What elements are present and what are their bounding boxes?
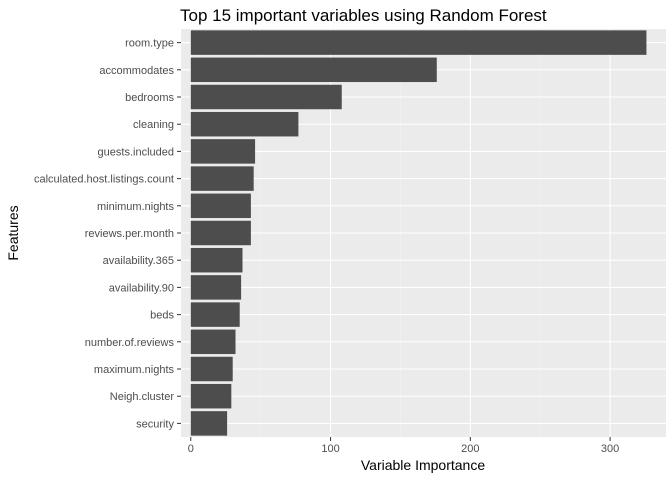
bar <box>190 166 254 191</box>
y-tick-label: accommodates <box>99 65 174 77</box>
y-tick-label: minimum.nights <box>97 201 175 213</box>
bar <box>190 193 251 219</box>
x-axis-title: Variable Importance <box>361 457 485 473</box>
bar <box>190 411 228 436</box>
bar <box>190 220 251 246</box>
y-tick-label: maximum.nights <box>94 364 175 376</box>
y-tick-label: bedrooms <box>125 92 174 104</box>
y-tick-label: calculated.host.listings.count <box>34 174 174 186</box>
bar <box>190 30 647 55</box>
y-tick-label: room.type <box>125 38 174 50</box>
y-tick-label: availability.365 <box>103 255 174 267</box>
chart-title: Top 15 important variables using Random … <box>180 6 547 25</box>
x-axis-ticks: 0 100 200 300 <box>188 437 619 455</box>
x-tick-label: 0 <box>188 443 194 455</box>
y-tick-label: Neigh.cluster <box>110 391 175 403</box>
bar <box>190 275 242 300</box>
bar <box>190 57 437 83</box>
y-tick-label: availability.90 <box>109 282 174 294</box>
y-tick-label: number.of.reviews <box>85 337 175 349</box>
y-axis-title: Features <box>5 205 21 260</box>
y-tick-label: security <box>136 418 174 430</box>
bar <box>190 84 342 110</box>
bars <box>190 30 647 436</box>
bar <box>190 356 233 382</box>
x-tick-label: 100 <box>321 443 339 455</box>
y-tick-label: reviews.per.month <box>85 228 174 240</box>
bar <box>190 302 240 327</box>
bar <box>190 111 299 137</box>
y-tick-label: beds <box>150 310 174 322</box>
y-tick-label: guests.included <box>98 146 174 158</box>
bar <box>190 383 232 409</box>
bar <box>190 329 236 355</box>
bar <box>190 139 256 164</box>
y-tick-label: cleaning <box>133 119 174 131</box>
bar <box>190 247 243 273</box>
x-tick-label: 200 <box>461 443 479 455</box>
y-axis-ticks: room.type accommodates bedrooms cleaning gue… <box>34 38 181 430</box>
x-tick-label: 300 <box>601 443 619 455</box>
